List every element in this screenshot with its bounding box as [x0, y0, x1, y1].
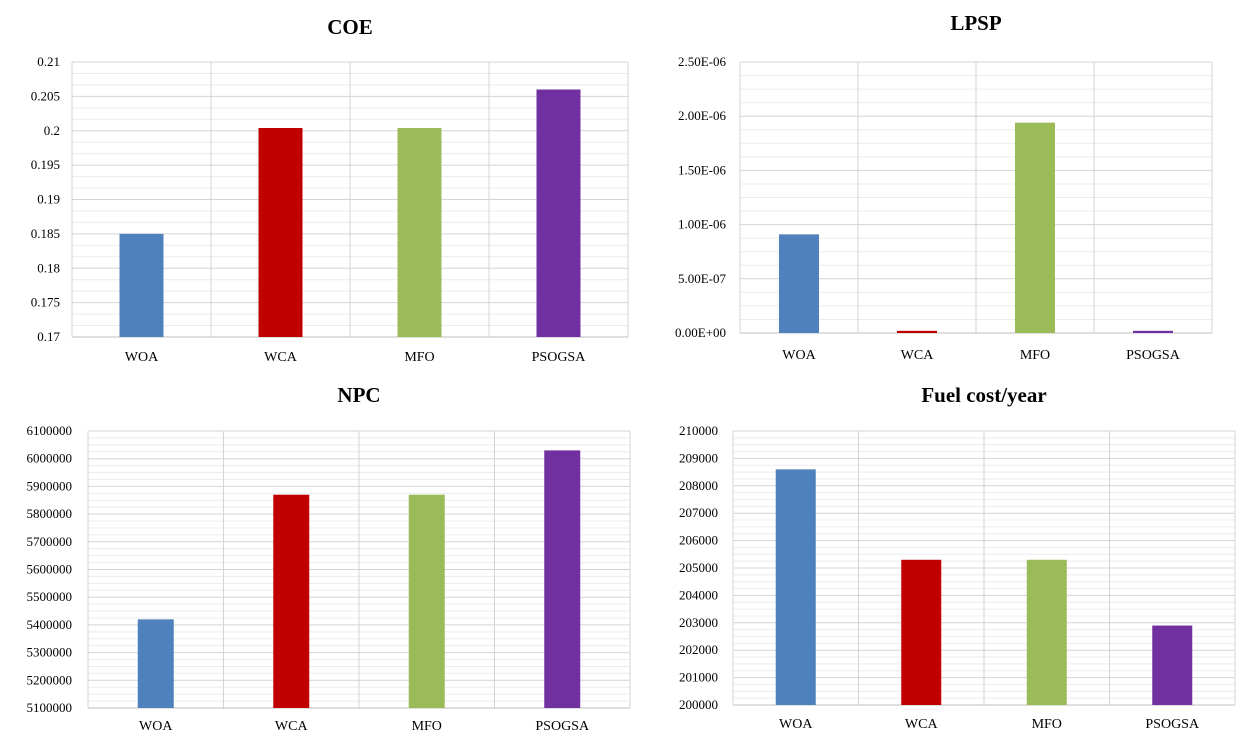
- category-label: MFO: [1032, 717, 1062, 732]
- category-label: WOA: [779, 717, 813, 732]
- category-label: PSOGSA: [535, 719, 590, 734]
- y-tick-label: 6100000: [27, 423, 73, 438]
- y-tick-label: 203000: [679, 615, 718, 630]
- chart-title: NPC: [337, 383, 380, 407]
- y-tick-label: 0.00E+00: [675, 325, 726, 340]
- bar-woa: [119, 233, 164, 337]
- y-tick-label: 1.50E-06: [678, 162, 727, 177]
- coe-chart: 0.17 0.175 0.18 0.185 0.19 0.195 0.2 0.205 0.21 W…: [31, 15, 629, 365]
- y-tick-label: 5100000: [27, 700, 73, 715]
- category-label: PSOGSA: [532, 350, 587, 365]
- category-label: PSOGSA: [1145, 717, 1200, 732]
- y-tick-label: 0.2: [44, 123, 60, 138]
- y-tick-label: 2.50E-06: [678, 54, 727, 69]
- bar-psogsa: [1133, 330, 1173, 333]
- y-tick-label: 0.175: [31, 295, 60, 310]
- lpsp-chart: 0.00E+00 5.00E-07 1.00E-06 1.50E-06 2.00E-06…: [675, 11, 1213, 363]
- category-label: MFO: [404, 350, 434, 365]
- y-tick-label: 5400000: [27, 617, 73, 632]
- y-tick-label: 5300000: [27, 645, 73, 660]
- bar-wca: [897, 330, 937, 333]
- bar-psogsa: [1152, 625, 1193, 705]
- bar-woa: [775, 469, 816, 705]
- y-tick-label: 201000: [679, 670, 718, 685]
- y-tick-label: 0.18: [37, 260, 60, 275]
- y-tick-label: 204000: [679, 587, 718, 602]
- npc-chart: 5100000 5200000 5300000 5400000 5500000 56000…: [27, 383, 631, 734]
- y-tick-label: 205000: [679, 560, 718, 575]
- chart-title: COE: [327, 15, 373, 39]
- y-tick-label: 209000: [679, 450, 718, 465]
- y-tick-label: 207000: [679, 505, 718, 520]
- bar-psogsa: [544, 450, 581, 708]
- y-tick-label: 206000: [679, 533, 718, 548]
- bar-mfo: [1015, 122, 1055, 333]
- bar-psogsa: [536, 89, 581, 337]
- bar-mfo: [408, 494, 445, 708]
- category-label: WCA: [275, 719, 309, 734]
- y-tick-label: 6000000: [27, 451, 73, 466]
- category-label: WCA: [264, 350, 298, 365]
- fuel-cost-chart: 200000 201000 202000 203000 204000 205000 2060…: [679, 383, 1236, 732]
- y-tick-label: 5600000: [27, 562, 73, 577]
- y-tick-label: 0.19: [37, 192, 60, 207]
- chart-title: LPSP: [950, 11, 1002, 35]
- y-tick-label: 202000: [679, 642, 718, 657]
- category-label: MFO: [1020, 348, 1050, 363]
- y-tick-label: 2.00E-06: [678, 108, 727, 123]
- category-label: WOA: [125, 350, 159, 365]
- y-tick-label: 5900000: [27, 478, 73, 493]
- bar-wca: [273, 494, 310, 708]
- bar-woa: [137, 619, 174, 708]
- y-tick-label: 1.00E-06: [678, 217, 727, 232]
- y-tick-label: 5500000: [27, 589, 73, 604]
- y-tick-label: 5.00E-07: [678, 271, 727, 286]
- chart-title: Fuel cost/year: [921, 383, 1046, 407]
- category-label: WCA: [901, 348, 935, 363]
- bar-mfo: [397, 128, 442, 337]
- category-label: WOA: [139, 719, 173, 734]
- y-tick-label: 5200000: [27, 672, 73, 687]
- bar-mfo: [1026, 559, 1067, 705]
- category-label: PSOGSA: [1126, 348, 1181, 363]
- y-tick-label: 0.195: [31, 157, 60, 172]
- y-tick-label: 5700000: [27, 534, 73, 549]
- y-tick-label: 0.21: [37, 54, 60, 69]
- bar-wca: [901, 559, 942, 705]
- y-tick-label: 0.205: [31, 88, 60, 103]
- category-label: WOA: [782, 348, 816, 363]
- y-tick-label: 210000: [679, 423, 718, 438]
- bar-woa: [779, 234, 819, 333]
- category-label: MFO: [412, 719, 442, 734]
- y-tick-label: 5800000: [27, 506, 73, 521]
- y-tick-label: 200000: [679, 697, 718, 712]
- y-tick-label: 208000: [679, 478, 718, 493]
- bar-wca: [258, 128, 303, 337]
- y-tick-label: 0.185: [31, 226, 60, 241]
- y-tick-label: 0.17: [37, 329, 60, 344]
- category-label: WCA: [905, 717, 939, 732]
